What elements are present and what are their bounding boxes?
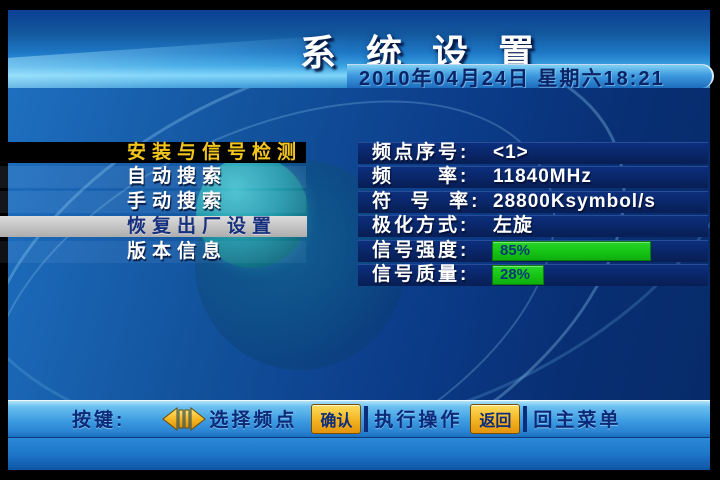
- frequency-point-value[interactable]: <1>: [493, 142, 529, 163]
- signal-quality-bar: 28%: [492, 265, 679, 285]
- row-symbol-rate: 符 号 率: 28800Ksymbol/s: [358, 191, 708, 213]
- left-arrow-icon[interactable]: [162, 406, 178, 431]
- confirm-key-badge[interactable]: 确认: [311, 403, 362, 434]
- menu-item-manual-search[interactable]: 手动搜索: [0, 191, 306, 213]
- signal-quality-fill: 28%: [492, 265, 545, 285]
- field-label: 信号强度:: [372, 240, 470, 261]
- left-arrow-icon[interactable]: [178, 409, 184, 428]
- menu-item-label: 自动搜索: [127, 166, 228, 187]
- row-frequency-point: 频点序号: <1>: [358, 142, 708, 164]
- right-arrow-icon[interactable]: [190, 406, 207, 431]
- row-polarization: 极化方式: 左旋: [358, 215, 708, 237]
- keys-label: 按键:: [72, 410, 126, 431]
- menu-item-label: 版本信息: [127, 241, 228, 262]
- menu-item-install-signal-detect[interactable]: 安装与信号检测: [0, 142, 306, 163]
- back-key-badge[interactable]: 返回: [470, 403, 521, 434]
- row-signal-strength: 信号强度: 85%: [358, 240, 708, 262]
- divider: [523, 405, 528, 432]
- symbol-rate-value: 28800Ksymbol/s: [493, 191, 656, 212]
- datetime-text: 2010年04月24日 星期六18:21: [359, 68, 665, 90]
- row-frequency: 频 率: 11840MHz: [358, 166, 708, 188]
- datetime-bar: 2010年04月24日 星期六18:21: [347, 64, 714, 90]
- left-right-arrow-icon[interactable]: [161, 406, 207, 432]
- field-label: 信号质量:: [372, 264, 470, 285]
- globe-sphere-decoration: [196, 156, 308, 268]
- back-hint: 回主菜单: [533, 410, 622, 431]
- signal-strength-fill: 85%: [492, 241, 651, 261]
- polarization-value: 左旋: [493, 215, 534, 236]
- field-label: 极化方式:: [372, 215, 470, 236]
- help-bar: 按键: 选择频点 确认 执行操作 返回 回主菜单: [8, 400, 710, 437]
- menu-item-label: 安装与信号检测: [127, 142, 303, 163]
- confirm-hint: 执行操作: [374, 410, 463, 431]
- bottom-strip: [8, 437, 710, 470]
- menu-item-factory-reset[interactable]: 恢复出厂设置: [0, 216, 307, 237]
- menu-item-label: 手动搜索: [127, 191, 228, 212]
- field-label: 符 号 率:: [372, 191, 481, 212]
- select-channel-hint: 选择频点: [209, 410, 298, 431]
- signal-strength-bar: 85%: [492, 241, 679, 261]
- menu-item-version-info[interactable]: 版本信息: [0, 241, 306, 263]
- field-label: 频 率:: [372, 166, 470, 187]
- signal-strength-value: 85%: [500, 242, 531, 259]
- right-arrow-icon[interactable]: [184, 409, 190, 428]
- row-signal-quality: 信号质量: 28%: [358, 264, 708, 286]
- frequency-value: 11840MHz: [493, 166, 592, 187]
- divider: [364, 405, 369, 432]
- signal-quality-value: 28%: [500, 266, 531, 283]
- menu-item-label: 恢复出厂设置: [127, 216, 278, 237]
- menu-item-auto-search[interactable]: 自动搜索: [0, 166, 306, 188]
- field-label: 频点序号:: [372, 142, 470, 163]
